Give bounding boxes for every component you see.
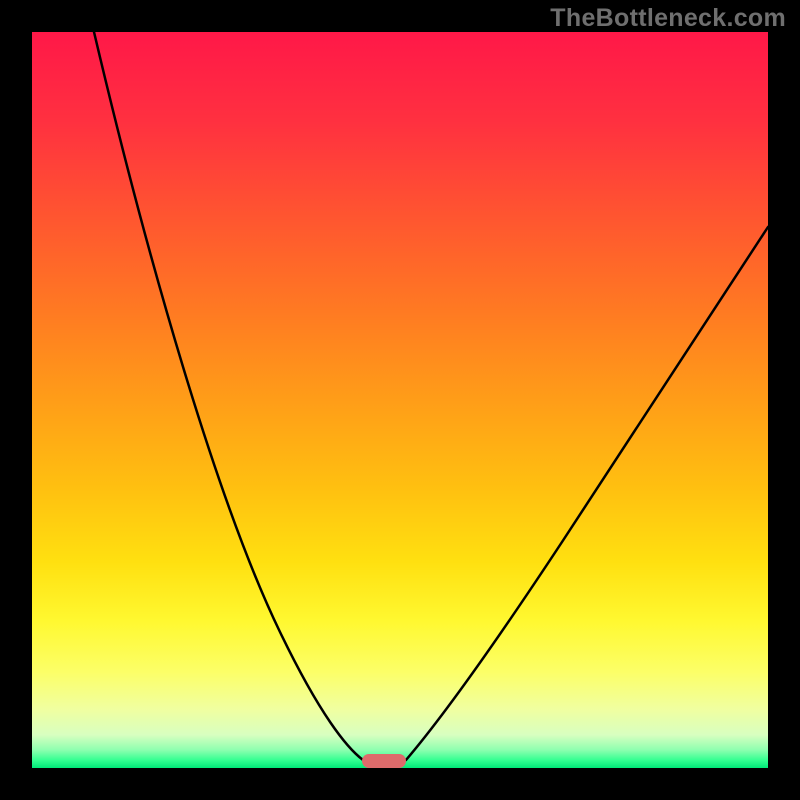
bottleneck-curve — [32, 32, 768, 768]
curve-right — [406, 227, 768, 760]
plot-area — [32, 32, 768, 768]
optimal-marker — [362, 754, 406, 768]
watermark-text: TheBottleneck.com — [550, 4, 786, 33]
curve-left — [94, 32, 363, 760]
chart-canvas: TheBottleneck.com — [0, 0, 800, 800]
